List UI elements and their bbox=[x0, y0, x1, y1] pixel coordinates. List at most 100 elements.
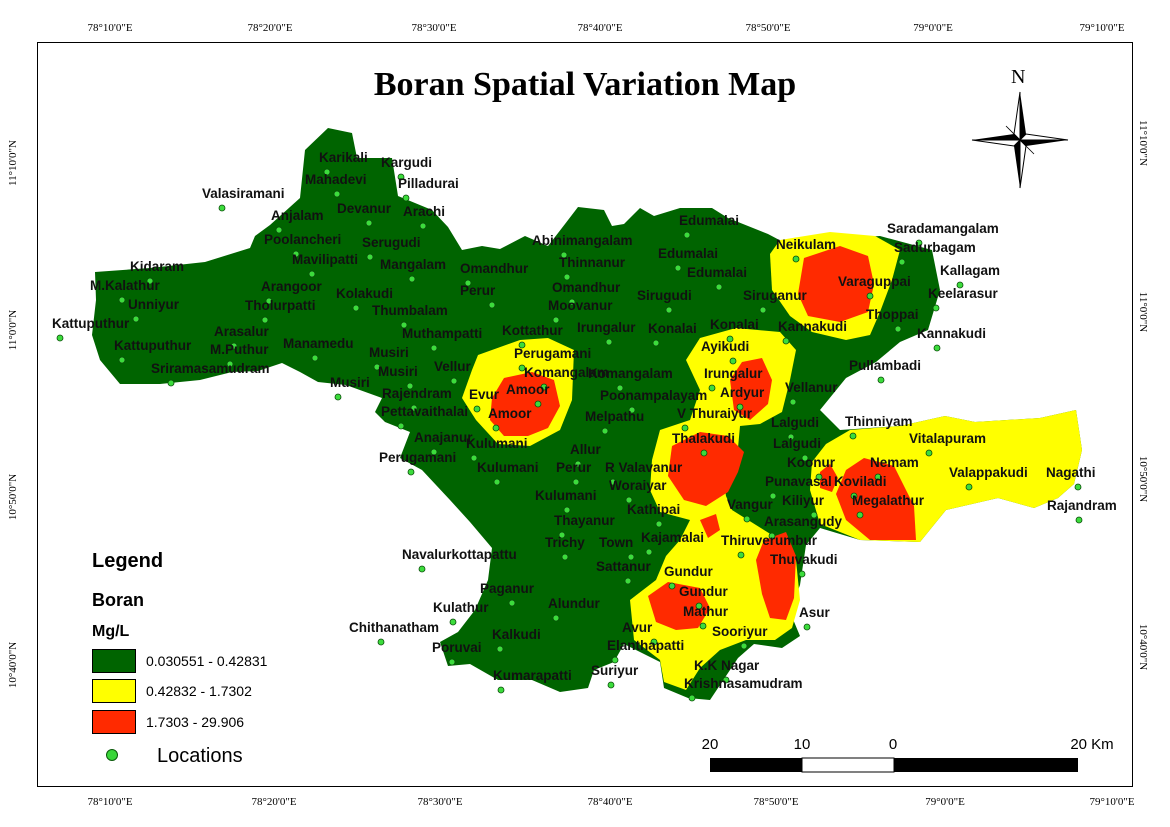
location-point bbox=[609, 478, 617, 486]
location-point bbox=[1074, 483, 1082, 491]
place-label: Thinniyam bbox=[845, 414, 913, 429]
place-label: Kajamalai bbox=[641, 530, 705, 545]
north-label: N bbox=[1011, 66, 1026, 88]
place-label: Abinimangalam bbox=[532, 233, 633, 248]
place-label: Arasalur bbox=[214, 324, 269, 339]
place-label: Perugamani bbox=[379, 450, 457, 465]
location-point bbox=[792, 255, 800, 263]
place-label: Amoor bbox=[488, 406, 532, 421]
place-label: Mavilipatti bbox=[292, 252, 359, 267]
place-label: Rajandram bbox=[1047, 498, 1117, 513]
location-point bbox=[681, 424, 689, 432]
place-label: Rajendram bbox=[382, 386, 452, 401]
place-label: Mangalam bbox=[380, 257, 447, 272]
place-label: Elanthapatti bbox=[607, 638, 685, 653]
place-label: Kolakudi bbox=[336, 286, 394, 301]
location-point bbox=[311, 354, 319, 362]
place-label: Perur bbox=[556, 460, 592, 475]
place-label: Thumbalam bbox=[372, 303, 448, 318]
place-label: Komangalam bbox=[588, 366, 673, 381]
place-label: Kumarapatti bbox=[493, 668, 572, 683]
place-label: Kidaram bbox=[130, 259, 185, 274]
place-label: Komangalam bbox=[524, 365, 609, 380]
place-label: Musiri bbox=[330, 375, 370, 390]
location-point bbox=[488, 301, 496, 309]
location-point bbox=[898, 258, 906, 266]
top-longitude-tick: 78°40'0"E bbox=[577, 22, 623, 34]
place-label: Edumalai bbox=[679, 213, 740, 228]
location-point bbox=[856, 511, 864, 519]
place-label: Sirugudi bbox=[637, 288, 692, 303]
place-label: Muthampatti bbox=[402, 326, 483, 341]
bottom-longitude-tick: 78°50'0"E bbox=[753, 796, 799, 808]
location-point bbox=[323, 168, 331, 176]
location-point bbox=[118, 296, 126, 304]
location-point bbox=[146, 277, 154, 285]
place-label: Perugamani bbox=[514, 346, 592, 361]
high-boron-zone bbox=[836, 458, 916, 540]
place-label: Serugudi bbox=[362, 235, 421, 250]
location-point bbox=[849, 432, 857, 440]
location-point bbox=[627, 553, 635, 561]
location-point bbox=[218, 204, 226, 212]
legend-label-low: 0.030551 - 0.42831 bbox=[146, 653, 268, 669]
place-label: Valasiramani bbox=[202, 186, 285, 201]
location-point bbox=[574, 460, 582, 468]
location-point bbox=[628, 406, 636, 414]
place-label: Megalathur bbox=[852, 493, 925, 508]
location-point bbox=[768, 532, 776, 540]
place-label: K.K Nagar bbox=[694, 658, 760, 673]
place-label: Tholurpatti bbox=[245, 298, 316, 313]
bottom-longitude-tick: 79°0'0"E bbox=[925, 796, 965, 808]
place-label: Trichy bbox=[545, 535, 585, 550]
location-point bbox=[292, 250, 300, 258]
place-label: Chithanatham bbox=[349, 620, 440, 635]
location-point bbox=[167, 379, 175, 387]
place-label: R Valavanur bbox=[605, 460, 683, 475]
bottom-longitude-tick: 78°40'0"E bbox=[587, 796, 633, 808]
location-point bbox=[406, 382, 414, 390]
location-point bbox=[540, 383, 548, 391]
location-point bbox=[601, 427, 609, 435]
legend-swatch-low bbox=[92, 649, 136, 673]
location-point bbox=[408, 275, 416, 283]
map-title: Boran Spatial Variation Map bbox=[373, 66, 797, 103]
place-label: Kallagam bbox=[940, 263, 1001, 278]
place-label: Arangoor bbox=[261, 279, 322, 294]
place-label: Sooriyur bbox=[712, 624, 768, 639]
location-point bbox=[782, 337, 790, 345]
place-label: Valappakudi bbox=[949, 465, 1028, 480]
place-label: M.Kalathur bbox=[90, 278, 160, 293]
location-point bbox=[650, 638, 658, 646]
legend-subtitle: Boran bbox=[92, 590, 145, 610]
location-point bbox=[655, 520, 663, 528]
legend-label-moderate: 0.42832 - 1.7302 bbox=[146, 683, 252, 699]
place-label: Kattuputhur bbox=[114, 338, 192, 353]
north-arrow-icon bbox=[971, 91, 1069, 189]
place-label: Lalgudi bbox=[773, 436, 821, 451]
location-point bbox=[397, 173, 405, 181]
place-label: Allur bbox=[570, 442, 601, 457]
top-longitude-tick: 78°10'0"E bbox=[87, 22, 133, 34]
location-point bbox=[448, 658, 456, 666]
place-label: Evur bbox=[469, 387, 500, 402]
place-label: Ardyur bbox=[720, 385, 765, 400]
location-point bbox=[563, 273, 571, 281]
location-point bbox=[789, 398, 797, 406]
place-label: Punavasal bbox=[765, 474, 832, 489]
scale-bar bbox=[710, 757, 1078, 773]
place-label: Kiliyur bbox=[782, 493, 825, 508]
place-label: Navalurkottapattu bbox=[402, 547, 517, 562]
place-label: Krishnasamudram bbox=[684, 676, 803, 691]
place-label: Omandhur bbox=[460, 261, 529, 276]
scale-label: 0 bbox=[888, 736, 898, 753]
place-label: Moovanur bbox=[548, 298, 613, 313]
legend-swatch-moderate bbox=[92, 679, 136, 703]
place-label: Mathur bbox=[683, 604, 728, 619]
location-point bbox=[815, 473, 823, 481]
legend-title: Legend bbox=[92, 550, 164, 572]
place-label: Koviladi bbox=[834, 474, 887, 489]
high-boron-zone bbox=[798, 246, 874, 322]
right-latitude-tick: 10°40'0"N bbox=[1137, 623, 1149, 671]
